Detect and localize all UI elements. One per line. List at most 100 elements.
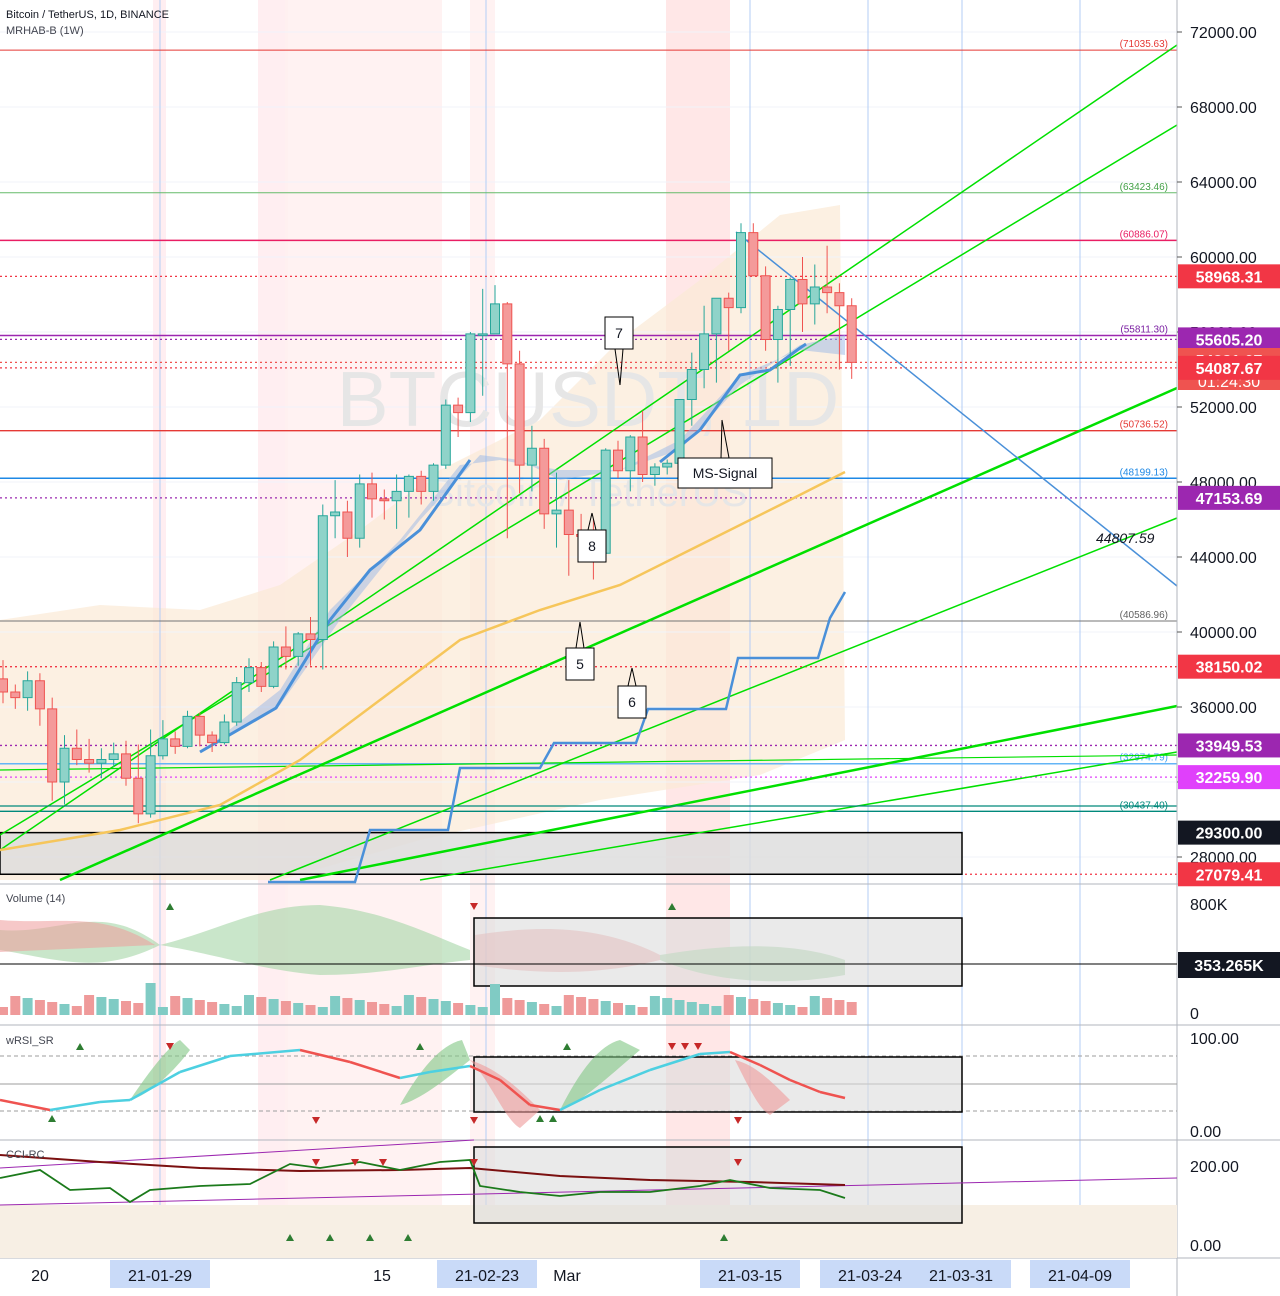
candle bbox=[785, 277, 796, 366]
wrsi-line bbox=[649, 1052, 701, 1072]
y-tick-label: 72000.00 bbox=[1190, 25, 1257, 42]
volume-bar bbox=[686, 1002, 697, 1015]
candle bbox=[34, 673, 45, 726]
candle bbox=[723, 292, 734, 351]
candle bbox=[330, 480, 341, 539]
x-label: 21-03-31 bbox=[929, 1268, 993, 1285]
volume-box bbox=[473, 917, 963, 987]
annotation-8-box bbox=[577, 529, 607, 563]
volume-bar bbox=[268, 999, 279, 1015]
wrsi-line bbox=[559, 1088, 601, 1112]
volume-last-label: 353.265K bbox=[1194, 958, 1264, 975]
trend-line-green bbox=[59, 386, 1178, 882]
annotation-6-pointer bbox=[627, 667, 633, 687]
signal-up-icon bbox=[563, 1043, 571, 1050]
candle-body bbox=[280, 646, 291, 657]
candle bbox=[563, 480, 574, 576]
y-tick-label: 40000.00 bbox=[1190, 625, 1257, 642]
volume-bar bbox=[748, 999, 759, 1015]
candle bbox=[625, 435, 636, 492]
candle bbox=[760, 266, 771, 351]
candle-body bbox=[0, 678, 8, 693]
candle-body bbox=[145, 755, 156, 815]
candle bbox=[637, 410, 648, 482]
price-label: 33949.53 bbox=[1196, 738, 1263, 755]
price-label-bg bbox=[1178, 264, 1280, 289]
candle bbox=[686, 352, 697, 426]
trend-line-green bbox=[299, 704, 1178, 882]
cci-signal bbox=[0, 1154, 846, 1186]
volume-bar bbox=[772, 1003, 783, 1015]
trend-line-green bbox=[419, 751, 1178, 881]
signal-down-icon bbox=[734, 1159, 742, 1166]
ma-blue-2 bbox=[659, 342, 807, 464]
candle bbox=[539, 438, 550, 529]
volume-bar bbox=[280, 1001, 291, 1015]
annotation-ms-signal-pointer bbox=[721, 419, 730, 459]
candle bbox=[170, 731, 181, 754]
volume-bar bbox=[317, 1007, 328, 1015]
candle bbox=[440, 399, 451, 469]
volume-bar bbox=[59, 1004, 70, 1015]
price-label: 29300.00 bbox=[1196, 826, 1263, 843]
candle-body bbox=[354, 483, 365, 539]
candle-body bbox=[367, 483, 377, 500]
signal-down-icon bbox=[312, 1117, 320, 1124]
wrsi-line bbox=[819, 1090, 846, 1100]
level-tag: (63423.46) bbox=[1120, 182, 1168, 193]
signal-up-icon bbox=[166, 903, 174, 910]
wrsi-line bbox=[599, 1068, 651, 1092]
candle-body bbox=[453, 404, 464, 414]
annotation-5-box bbox=[565, 647, 595, 681]
candle-body bbox=[760, 275, 771, 340]
wrsi-band bbox=[735, 1060, 790, 1115]
signal-down-icon bbox=[681, 1043, 689, 1050]
wrsi-line bbox=[499, 1079, 531, 1106]
annotation-5-pointer bbox=[579, 621, 585, 649]
candle-body bbox=[539, 447, 550, 515]
wrsi-line bbox=[399, 1070, 431, 1080]
annotation-7-box bbox=[604, 316, 634, 350]
volume-bar bbox=[822, 998, 833, 1015]
volume-bar bbox=[256, 997, 267, 1015]
candle-body bbox=[207, 734, 218, 744]
y-tick-label: 52000.00 bbox=[1190, 400, 1257, 417]
candle-body bbox=[84, 759, 95, 764]
wrsi-line bbox=[49, 1100, 101, 1112]
candle bbox=[108, 742, 119, 767]
cci-trend bbox=[0, 1139, 475, 1169]
price-label: 32259.90 bbox=[1196, 770, 1263, 787]
trend-line-blue bbox=[735, 231, 1178, 587]
volume-bar bbox=[34, 1000, 45, 1015]
price-label: 38150.02 bbox=[1196, 660, 1263, 677]
signal-down-icon bbox=[694, 1043, 702, 1050]
candle bbox=[416, 470, 427, 505]
level-tag: (48199.13) bbox=[1120, 467, 1168, 478]
signal-up-icon bbox=[549, 1115, 557, 1122]
volume-band-green bbox=[0, 905, 470, 975]
cci-tick: 0.00 bbox=[1190, 1238, 1221, 1255]
annotation-5: 5 bbox=[576, 656, 584, 672]
candle-body bbox=[342, 511, 353, 539]
wrsi-line bbox=[299, 1048, 351, 1064]
candle-body bbox=[834, 292, 845, 307]
volume-bar bbox=[465, 1005, 476, 1015]
wrsi-line bbox=[0, 1098, 51, 1112]
y-tick-label: 68000.00 bbox=[1190, 100, 1257, 117]
volume-bar bbox=[354, 1000, 365, 1015]
x-label: Mar bbox=[553, 1268, 581, 1285]
candle bbox=[834, 283, 845, 370]
level-tag: (60886.07) bbox=[1120, 229, 1168, 240]
candle bbox=[244, 658, 254, 692]
indicator-title: MRHAB-B (1W) bbox=[6, 25, 84, 37]
candle bbox=[379, 489, 390, 520]
trend-line-green bbox=[0, 754, 1178, 771]
candle bbox=[145, 729, 156, 818]
level-tag: (50736.52) bbox=[1120, 420, 1168, 431]
candle-body bbox=[305, 633, 316, 640]
volume-bar bbox=[514, 1000, 525, 1015]
volume-bar bbox=[834, 1000, 845, 1015]
wrsi-line bbox=[699, 1050, 731, 1056]
wrsi-line bbox=[789, 1078, 821, 1094]
